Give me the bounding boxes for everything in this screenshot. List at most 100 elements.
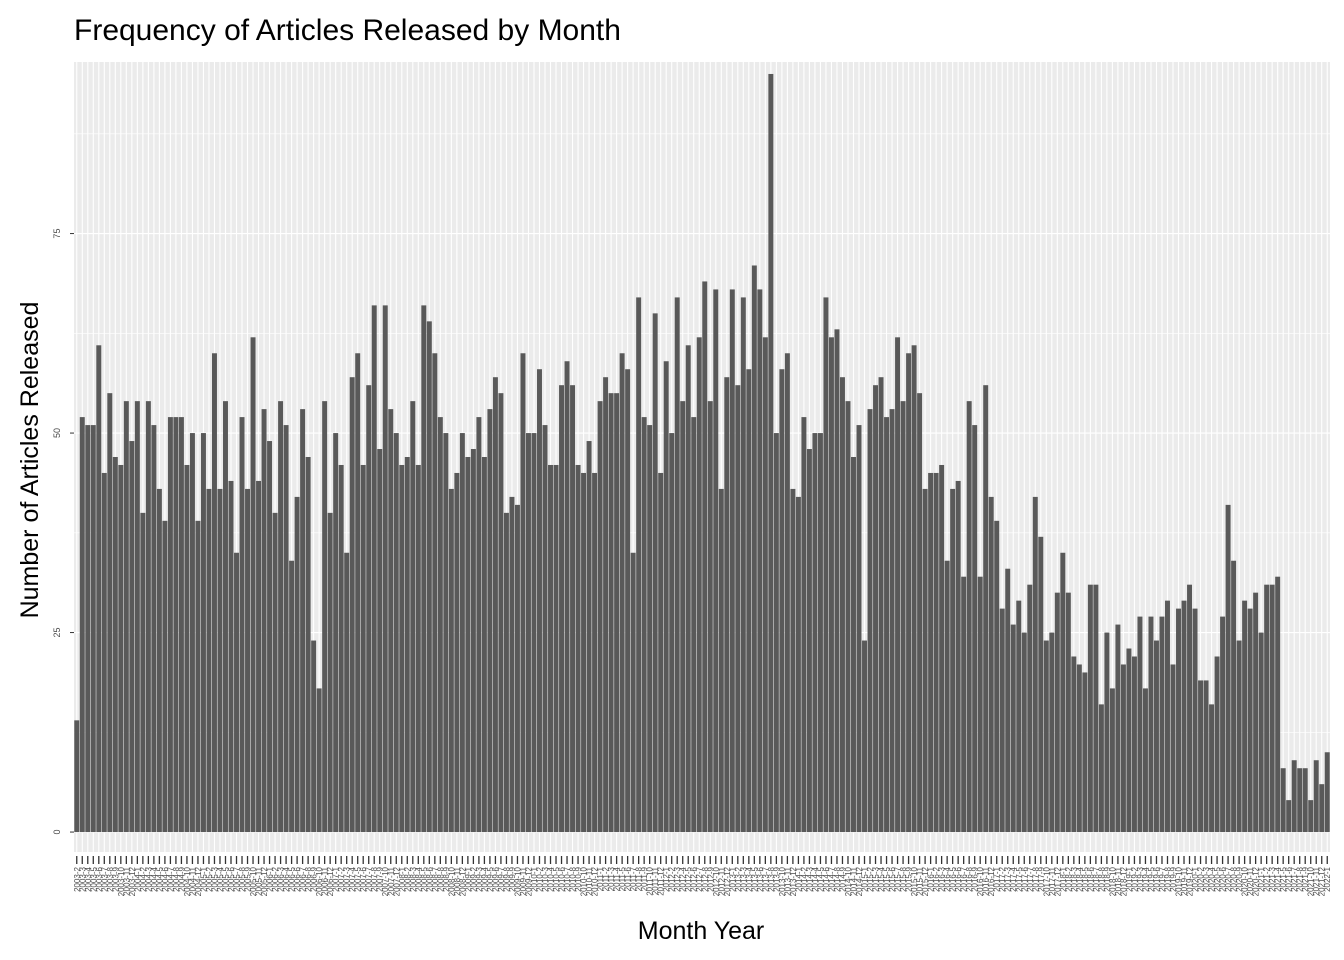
x-tick-label: 2015-5 — [883, 866, 892, 891]
x-tick-label: 2019-12 — [1186, 866, 1195, 896]
bar-2006-12 — [327, 512, 333, 833]
x-tick-label: 2006-1 — [266, 866, 275, 891]
x-tick-label: 2007-7 — [365, 866, 374, 891]
x-axis-title: Month Year — [638, 917, 765, 945]
bar-2016-5 — [950, 488, 956, 833]
x-tick-label: 2003-5 — [89, 866, 98, 891]
y-tick-label: 25 — [52, 628, 62, 638]
bar-2009-11 — [520, 353, 526, 833]
x-tick-label: 2022-1 — [1323, 866, 1332, 891]
bar-2017-10 — [1043, 640, 1049, 833]
bar-2009-6 — [492, 377, 498, 833]
x-tick-label: 2009-5 — [486, 866, 495, 891]
x-tick-label: 2016-11 — [982, 866, 991, 895]
x-tick-label: 2020-12 — [1252, 866, 1261, 896]
bar-2019-7 — [1159, 616, 1165, 833]
bar-2009-10 — [514, 504, 520, 833]
bar-2005-3 — [211, 353, 217, 833]
x-tick-label: 2017-4 — [1009, 866, 1018, 891]
x-tick-label: 2003-11 — [122, 866, 131, 895]
bar-2004-10 — [184, 464, 190, 833]
bar-2009-7 — [498, 393, 504, 833]
x-tick-label: 2013-3 — [739, 866, 748, 891]
x-tick-label: 2009-8 — [502, 866, 511, 891]
x-tick-label: 2018-6 — [1086, 866, 1095, 891]
x-tick-label: 2007-2 — [337, 866, 346, 891]
bar-2006-6 — [294, 496, 300, 833]
x-tick-label: 2016-8 — [965, 866, 974, 891]
bar-2010-1 — [531, 433, 537, 833]
x-tick-label: 2011-6 — [624, 866, 633, 891]
bar-2005-2 — [206, 488, 212, 833]
x-tick-label: 2019-10 — [1175, 866, 1184, 896]
bar-2003-10 — [118, 464, 124, 833]
x-tick-label: 2008-4 — [414, 866, 423, 891]
bar-2003-8 — [107, 393, 113, 833]
x-tick-label: 2010-3 — [541, 866, 550, 891]
bar-2006-1 — [267, 441, 273, 833]
x-tick-label: 2007-8 — [370, 866, 379, 891]
bar-2005-12 — [261, 409, 267, 833]
x-tick-label: 2016-3 — [938, 866, 947, 891]
x-tick-label: 2021-11 — [1312, 866, 1321, 895]
x-tick-label: 2010-10 — [580, 866, 589, 896]
bar-2007-11 — [388, 409, 394, 833]
bar-2003-3 — [79, 417, 85, 833]
bar-2013-3 — [740, 297, 746, 833]
x-tick-label: 2011-7 — [629, 866, 638, 891]
x-tick-label: 2010-1 — [530, 866, 539, 891]
x-tick-label: 2013-6 — [756, 866, 765, 891]
bar-2019-2 — [1131, 656, 1137, 833]
bar-2020-10 — [1242, 600, 1248, 833]
x-tick-label: 2016-10 — [976, 866, 985, 896]
x-tick-label: 2014-10 — [844, 866, 853, 896]
bar-2010-12 — [592, 472, 598, 833]
x-tick-label: 2005-5 — [221, 866, 230, 891]
x-tick-label: 2021-8 — [1296, 866, 1305, 891]
x-tick-label: 2010-5 — [552, 866, 561, 891]
x-tick-label: 2005-8 — [238, 866, 247, 891]
bar-2015-10 — [911, 345, 917, 833]
bar-2021-2 — [1264, 584, 1270, 833]
bar-2012-7 — [696, 337, 702, 833]
bar-2003-6 — [96, 345, 102, 833]
x-tick-label: 2004-7 — [166, 866, 175, 891]
x-tick-label: 2006-10 — [315, 866, 324, 896]
bar-2008-3 — [410, 401, 416, 833]
bar-2014-1 — [795, 496, 801, 833]
x-tick-label: 2003-3 — [78, 866, 87, 891]
bar-2012-8 — [702, 281, 708, 833]
bar-2011-12 — [658, 472, 664, 833]
x-tick-label: 2007-6 — [359, 866, 368, 891]
bar-2015-11 — [917, 393, 923, 833]
x-tick-label: 2010-4 — [547, 866, 556, 891]
bar-2013-8 — [768, 73, 774, 833]
x-tick-label: 2005-9 — [244, 866, 253, 891]
y-tick-label: 0 — [52, 830, 62, 835]
bar-2007-7 — [366, 385, 372, 833]
x-tick-label: 2004-5 — [155, 866, 164, 891]
x-tick-label: 2005-12 — [260, 866, 269, 896]
bars — [74, 73, 1330, 833]
chart-title: Frequency of Articles Released by Month — [74, 14, 621, 47]
bar-2014-9 — [839, 377, 845, 833]
x-tick-label: 2011-3 — [607, 866, 616, 891]
x-tick-label: 2019-8 — [1163, 866, 1172, 891]
x-tick-label: 2004-8 — [172, 866, 181, 891]
x-tick-label: 2006-7 — [299, 866, 308, 891]
bar-2016-7 — [961, 576, 967, 833]
x-tick-label: 2017-2 — [998, 866, 1007, 891]
bar-2011-6 — [625, 369, 631, 833]
x-tick-label: 2005-11 — [255, 866, 264, 895]
x-tick-label: 2011-11 — [651, 866, 660, 895]
bar-2014-10 — [845, 401, 851, 833]
x-tick-label: 2016-12 — [987, 866, 996, 896]
x-tick-label: 2003-2 — [73, 866, 82, 891]
bar-2008-4 — [415, 464, 421, 833]
x-tick-label: 2020-5 — [1213, 866, 1222, 891]
bar-2013-9 — [773, 433, 779, 833]
x-tick-label: 2015-4 — [877, 866, 886, 891]
bar-2006-10 — [316, 688, 322, 833]
bar-2019-12 — [1187, 584, 1193, 833]
plot-panel — [74, 62, 1330, 852]
